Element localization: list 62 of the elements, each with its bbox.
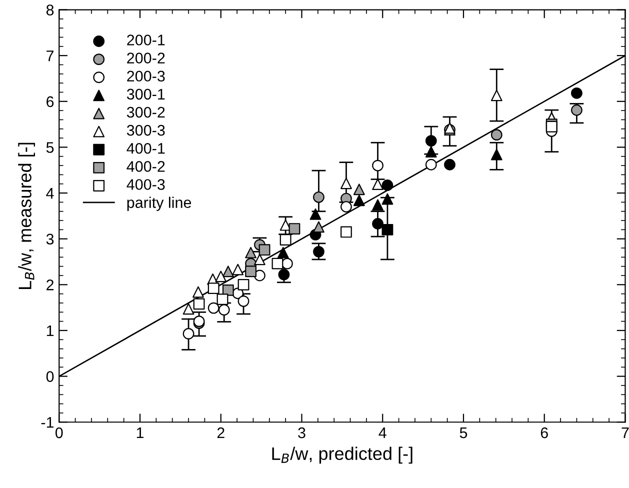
y-tick-label: 6 bbox=[46, 96, 54, 108]
point bbox=[278, 268, 290, 280]
point bbox=[382, 224, 394, 236]
point bbox=[372, 199, 384, 211]
y-axis-title: L$_{B}$/w, measured [-] bbox=[18, 142, 35, 289]
y-tick-label: 3 bbox=[46, 234, 54, 245]
point bbox=[372, 218, 384, 230]
y-tick-label: 2 bbox=[46, 280, 54, 290]
legend-label: 200-3 bbox=[127, 70, 165, 82]
y-tick-label: 7 bbox=[46, 50, 54, 62]
point bbox=[313, 191, 324, 203]
point bbox=[382, 193, 394, 205]
point bbox=[222, 266, 234, 278]
x-tick-label: 6 bbox=[540, 427, 548, 438]
legend-label: 200-2 bbox=[127, 52, 165, 64]
point bbox=[238, 295, 250, 307]
point bbox=[425, 135, 437, 147]
point bbox=[425, 158, 437, 170]
legend-label: parity line bbox=[127, 196, 192, 211]
x-axis-title: L$_{B}$/w, predicted [-] bbox=[272, 446, 412, 464]
point bbox=[571, 87, 582, 99]
x-tick-label: 2 bbox=[217, 427, 224, 438]
x-tick-label: 4 bbox=[378, 428, 386, 438]
x-tick-label: 0 bbox=[55, 427, 63, 438]
legend-label: 400-2 bbox=[126, 161, 165, 172]
point bbox=[288, 223, 300, 234]
x-tick-label: 7 bbox=[622, 428, 629, 438]
point bbox=[490, 148, 502, 160]
x-tick-label: 3 bbox=[298, 427, 306, 438]
point bbox=[353, 184, 365, 196]
y-tick-label: 5 bbox=[46, 142, 54, 153]
x-tick-label: 5 bbox=[460, 428, 468, 438]
point bbox=[425, 146, 437, 158]
legend-label: 200-1 bbox=[127, 34, 165, 46]
legend-label: 300-2 bbox=[126, 106, 165, 118]
point bbox=[258, 244, 270, 256]
legend-label: 300-1 bbox=[126, 88, 165, 100]
x-tick-label: 1 bbox=[136, 428, 144, 438]
legend-label: 400-3 bbox=[126, 179, 165, 190]
legend-label: 400-1 bbox=[126, 142, 165, 154]
point bbox=[182, 328, 194, 340]
point bbox=[313, 221, 324, 233]
point bbox=[490, 129, 502, 141]
point bbox=[208, 282, 220, 294]
point bbox=[382, 180, 394, 191]
point bbox=[277, 246, 289, 258]
y-tick-label: 1 bbox=[46, 326, 54, 336]
point bbox=[444, 158, 456, 170]
point bbox=[571, 104, 582, 116]
point bbox=[245, 246, 256, 258]
y-tick-label: 8 bbox=[46, 4, 54, 16]
legend-label: 300-3 bbox=[126, 124, 165, 136]
point bbox=[310, 208, 322, 220]
point bbox=[272, 258, 284, 270]
y-tick-label: 4 bbox=[46, 188, 54, 199]
point bbox=[245, 266, 256, 278]
point bbox=[216, 294, 228, 306]
y-tick-label: 0 bbox=[46, 371, 54, 382]
point bbox=[222, 284, 234, 296]
point bbox=[353, 194, 365, 206]
y-tick-label: -1 bbox=[41, 417, 54, 428]
point bbox=[313, 246, 324, 258]
